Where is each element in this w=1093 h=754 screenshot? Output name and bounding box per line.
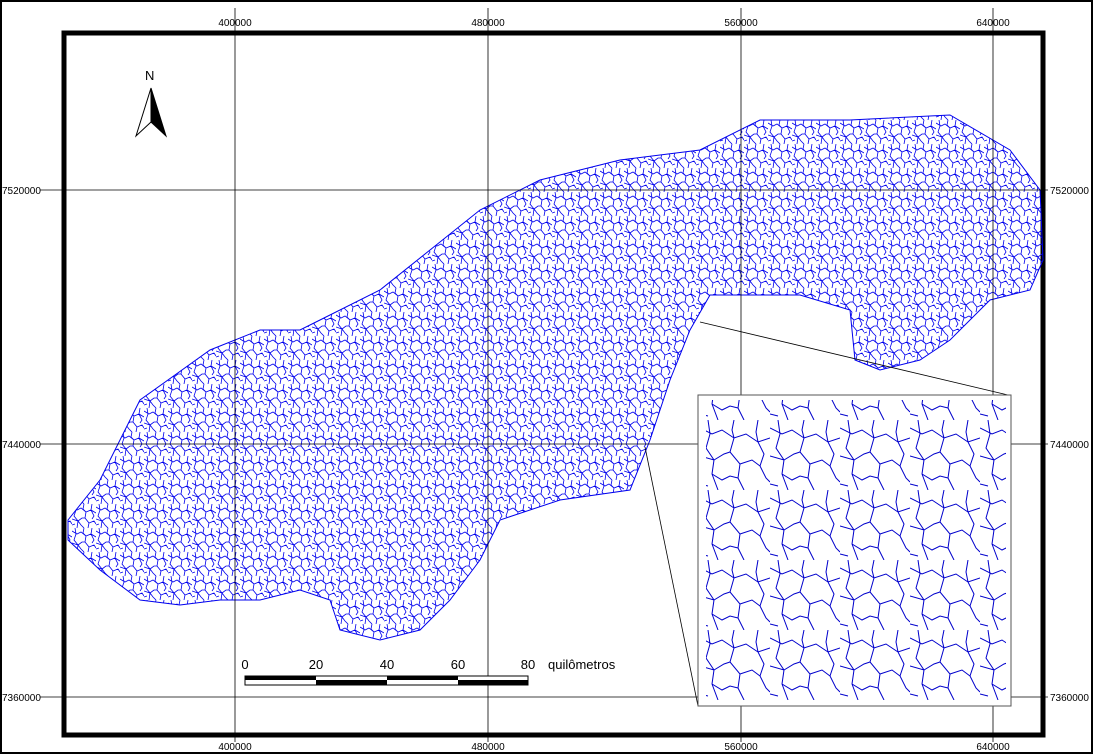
bottom-coordinate: 480000 <box>471 742 505 753</box>
scale-bar <box>244 675 529 686</box>
inset-leader <box>699 321 1009 396</box>
scale-label: 40 <box>380 657 394 672</box>
left-coordinate: 7520000 <box>2 186 41 197</box>
top-coordinate: 480000 <box>471 18 505 29</box>
right-coordinate: 7520000 <box>1050 186 1089 197</box>
north-arrow: N <box>134 68 168 138</box>
right-coordinate: 7360000 <box>1050 693 1089 704</box>
top-coordinate: 560000 <box>724 18 758 29</box>
scale-label: 0 <box>241 657 248 672</box>
left-coordinate: 7360000 <box>2 693 41 704</box>
left-coordinate: 7440000 <box>2 440 41 451</box>
map-frame <box>61 30 1046 738</box>
bottom-coordinate: 560000 <box>724 742 758 753</box>
bottom-coordinate: 640000 <box>976 742 1010 753</box>
drainage-network <box>67 114 1044 641</box>
top-coordinate: 400000 <box>218 18 252 29</box>
inset-leader <box>644 446 699 707</box>
scale-label: 80 <box>521 657 535 672</box>
bottom-coordinate: 400000 <box>218 742 252 753</box>
scale-unit: quilômetros <box>548 657 616 672</box>
right-coordinate: 7440000 <box>1050 440 1089 451</box>
scale-label: 20 <box>309 657 323 672</box>
inset-drainage <box>706 400 1006 700</box>
top-coordinate: 640000 <box>976 18 1010 29</box>
north-label: N <box>145 68 154 83</box>
scale-label: 60 <box>451 657 465 672</box>
